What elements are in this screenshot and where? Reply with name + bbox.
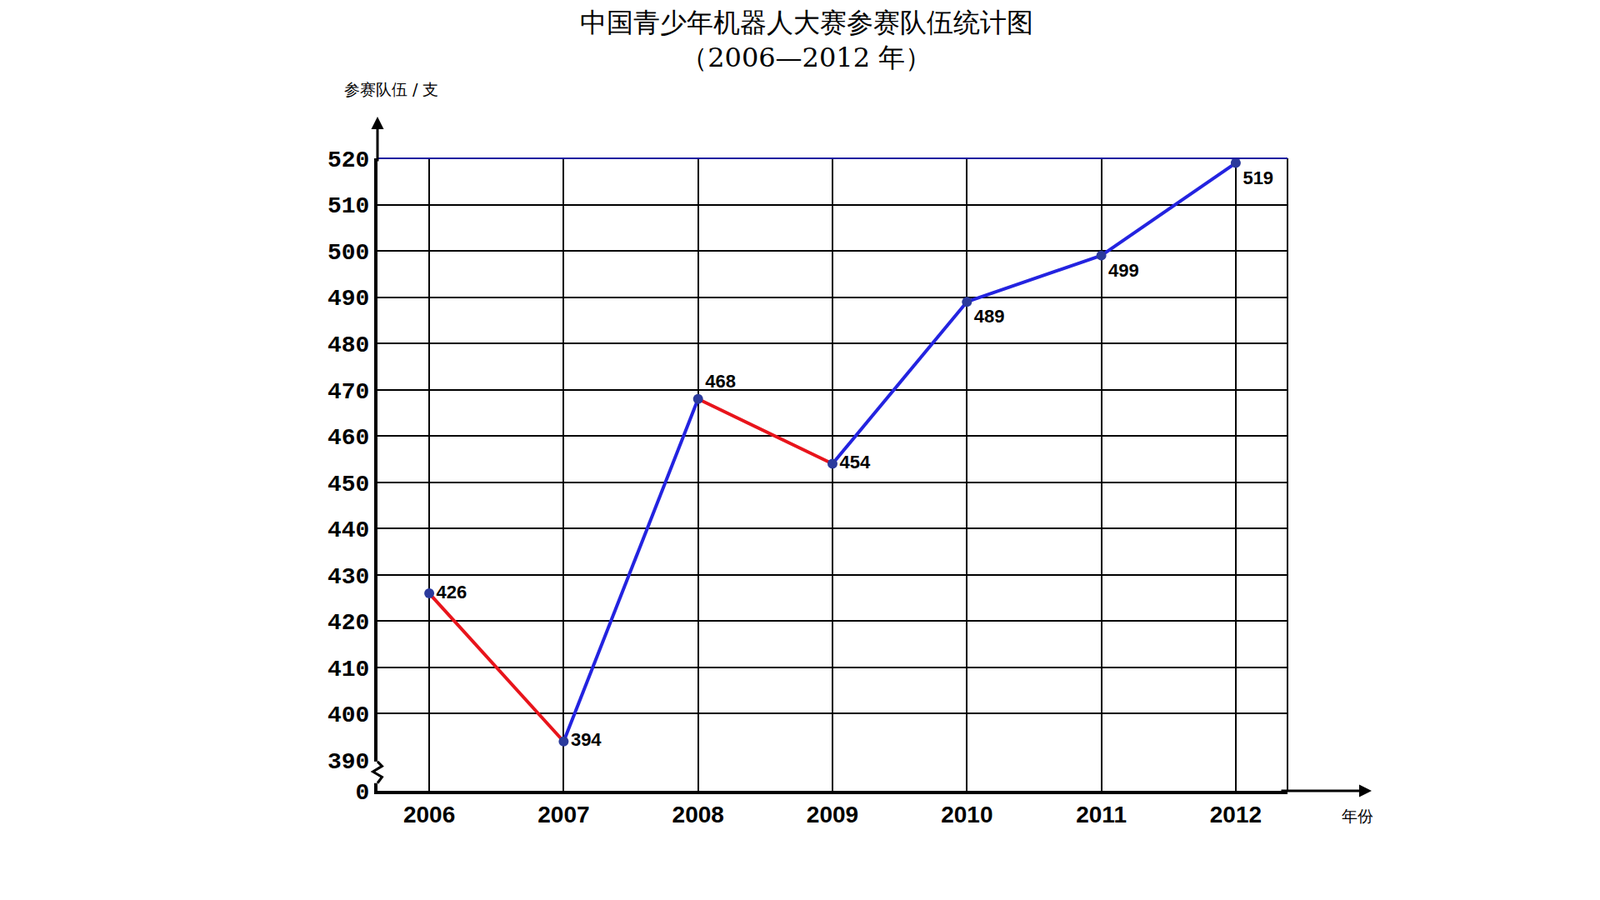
- svg-text:参赛队伍 / 支: 参赛队伍 / 支: [344, 80, 439, 99]
- svg-text:410: 410: [327, 656, 370, 683]
- svg-text:490: 490: [327, 285, 370, 312]
- svg-text:2011: 2011: [1075, 801, 1127, 828]
- svg-text:426: 426: [436, 581, 468, 603]
- svg-text:400: 400: [327, 702, 370, 729]
- svg-text:510: 510: [327, 193, 370, 220]
- svg-text:450: 450: [327, 471, 370, 498]
- svg-text:519: 519: [1242, 167, 1274, 189]
- svg-text:2007: 2007: [537, 801, 590, 828]
- svg-text:489: 489: [974, 305, 1005, 327]
- svg-text:440: 440: [327, 517, 370, 544]
- svg-text:2012: 2012: [1210, 801, 1262, 828]
- svg-text:500: 500: [327, 240, 370, 266]
- svg-text:中国青少年机器人大赛参赛队伍统计图（2006—2012 年）: 中国青少年机器人大赛参赛队伍统计图（2006—2012 年）: [580, 6, 1034, 74]
- svg-text:2010: 2010: [940, 801, 993, 828]
- svg-text:390: 390: [327, 749, 370, 775]
- svg-text:520: 520: [327, 147, 370, 174]
- svg-text:420: 420: [327, 610, 370, 636]
- svg-text:480: 480: [327, 332, 370, 359]
- svg-text:2006: 2006: [403, 801, 455, 828]
- svg-text:454: 454: [840, 451, 871, 473]
- svg-text:460: 460: [327, 425, 370, 451]
- svg-text:394: 394: [570, 729, 602, 750]
- svg-text:468: 468: [705, 370, 736, 392]
- svg-text:2008: 2008: [672, 801, 725, 828]
- svg-text:499: 499: [1108, 260, 1140, 281]
- svg-text:430: 430: [327, 564, 370, 590]
- svg-text:0: 0: [355, 780, 370, 806]
- svg-text:470: 470: [327, 378, 370, 405]
- svg-text:年份: 年份: [1341, 806, 1374, 825]
- svg-text:2009: 2009: [806, 801, 859, 828]
